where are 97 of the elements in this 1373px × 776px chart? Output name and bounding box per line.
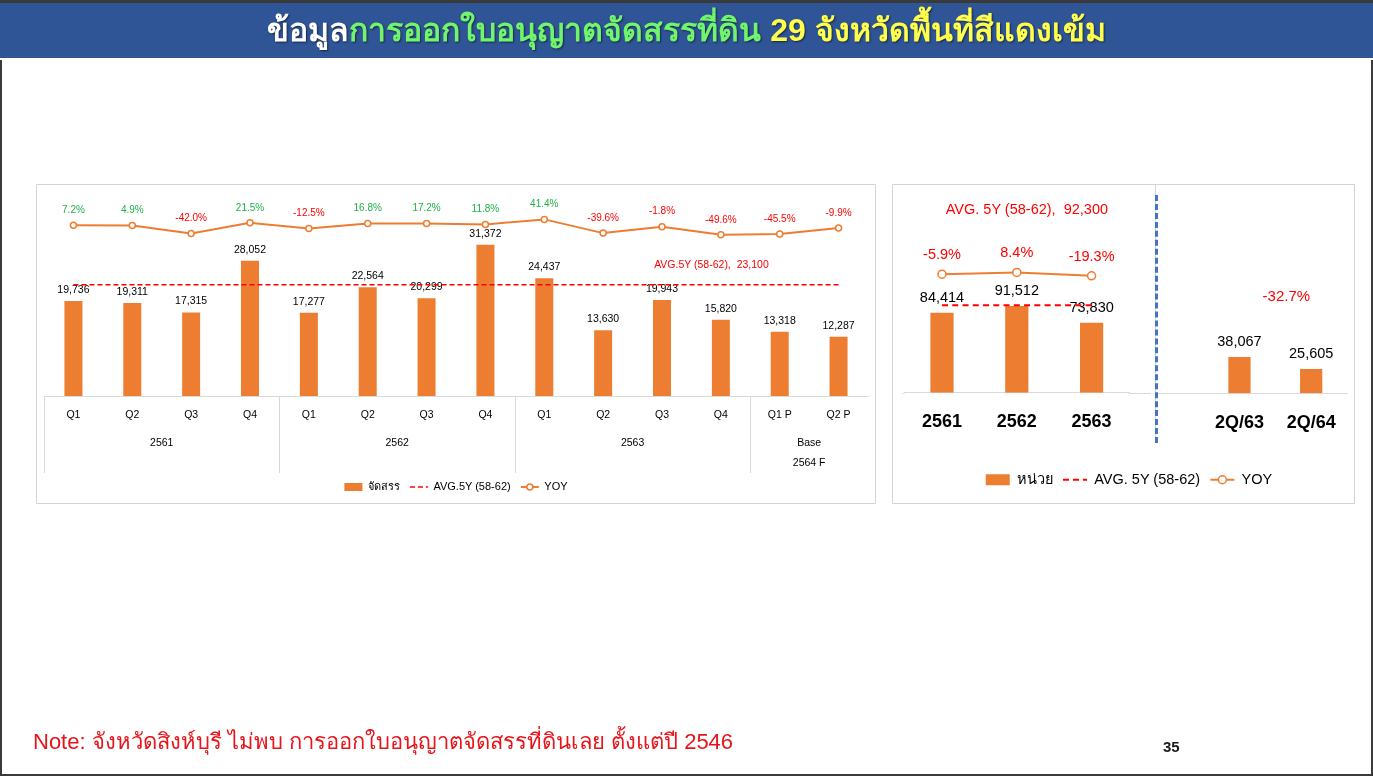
bar [64,300,83,396]
x-tick-label: 2Q/64 [1286,411,1336,432]
bar [829,336,848,396]
annotation: AVG.5Y (58-62), 23,100 [654,257,769,270]
point [69,221,78,229]
bar [476,244,495,396]
data-label: 91,512 [994,281,1039,298]
data-label: 28,052 [233,242,267,255]
point [599,229,607,237]
legend-label: AVG. 5Y (58-62) [1094,470,1201,487]
bar [594,330,613,396]
annotation: -32.7% [1262,287,1311,305]
data-label: 38,067 [1217,333,1262,350]
point [363,219,372,228]
data-label: 19,736 [57,282,90,295]
x-tick-label: Q2 [125,407,140,420]
point [717,231,725,239]
data-label: 24,437 [528,260,561,273]
legend-label: หน่วย [1017,470,1054,487]
data-label: 17,277 [292,294,326,307]
data-label: 17.2% [412,202,441,214]
data-label: 25,605 [1289,344,1334,361]
x-tick-label: Q3 [654,407,670,420]
data-label: -1.8% [648,205,676,217]
data-label: 84,414 [919,288,965,305]
legend-label: จัดสรร [367,480,400,493]
annotation: AVG. 5Y (58-62), 92,300 [945,201,1109,217]
x-tick-label: Q1 [537,407,552,420]
data-label: 13,318 [763,313,796,326]
data-label: -42.0% [175,212,208,224]
point [481,220,490,229]
bar [182,312,201,396]
x-tick-label: 2563 [1071,411,1112,432]
x-tick-label: 2562 [996,411,1037,432]
data-label: 12,287 [822,318,855,331]
data-label: 31,372 [469,226,502,239]
data-label: -12.5% [293,207,325,219]
point [305,224,313,233]
text: Note: จังหวัดสิงห์บุรี ไม่พบ การออกใบอนุญาตจัดสรรที่ดินเลย ตั้งแต่ปี 2546 [33,728,734,756]
x-tick-label: Q4 [713,407,729,420]
text: 35 [1163,738,1180,756]
data-label: -5.9% [923,246,962,263]
data-label: 4.9% [120,204,144,216]
data-label: 17,315 [175,294,208,307]
text: Base 2564 F [792,435,826,468]
data-label: -45.5% [763,212,796,224]
legend-label: AVG.5Y (58-62) [433,480,511,493]
legend-label: YOY [544,480,569,493]
x-tick-label: Q4 [242,407,258,420]
bar [123,302,142,396]
data-label: 15,820 [704,301,738,314]
bar [299,312,318,396]
data-label: -9.9% [825,206,852,218]
x-tick-label: Q1 P [767,407,792,420]
bar [711,319,730,396]
text: 2561 [150,435,174,448]
data-label: 21.5% [235,201,265,213]
data-label: -19.3% [1068,247,1115,264]
x-tick-label: 2Q/63 [1214,411,1264,432]
bar [358,287,377,396]
point [422,219,431,228]
x-tick-label: Q2 P [826,407,851,420]
point [775,230,784,238]
data-label: 8.4% [1000,244,1034,261]
x-tick-label: Q1 [66,407,81,420]
bar [535,278,554,396]
x-tick-label: Q2 [596,407,611,420]
point [540,215,549,224]
point [187,229,195,238]
data-label: 73,830 [1069,298,1114,315]
data-label: -49.6% [705,213,737,225]
legend-label: YOY [1241,470,1273,487]
x-tick-label: Q2 [360,407,375,420]
data-label: 20,299 [410,280,443,293]
data-label: 11.8% [471,203,500,215]
data-label: 41.4% [530,198,559,210]
x-tick-label: Q4 [478,407,493,420]
bar [417,298,436,396]
data-label: 19,311 [116,284,149,297]
text: 2562 [385,435,409,448]
x-tick-label: Q1 [301,407,317,420]
bar [770,331,789,396]
x-tick-label: Q3 [184,407,199,420]
x-tick-label: 2561 [921,411,963,432]
data-label: 22,564 [351,269,384,282]
point [246,219,254,227]
x-tick-label: Q3 [419,407,434,420]
bar [653,299,672,396]
text: 2563 [620,435,645,448]
point [658,222,666,231]
data-label: 13,630 [587,312,620,325]
point [834,224,843,232]
data-label: 7.2% [62,203,85,215]
point [128,221,137,230]
data-label: 16.8% [353,202,382,214]
bar [241,260,260,396]
data-label: -39.6% [587,211,620,223]
